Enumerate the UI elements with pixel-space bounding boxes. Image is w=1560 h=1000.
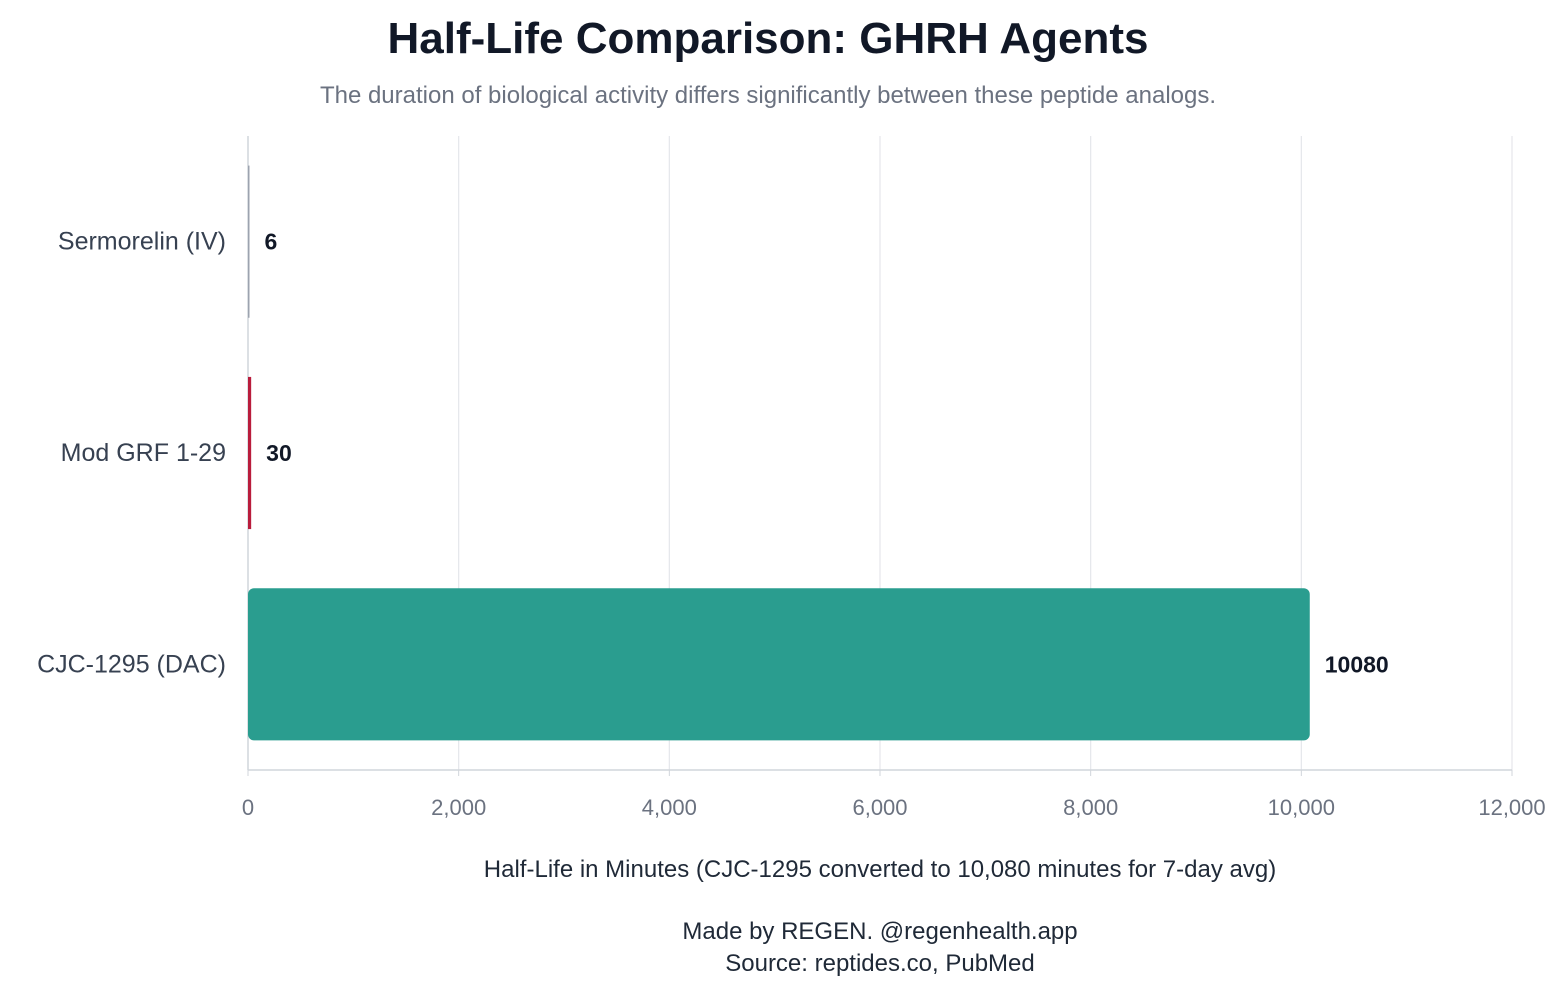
- bar-value-label: 30: [266, 440, 292, 466]
- bar: [248, 165, 250, 318]
- bar: [248, 376, 252, 530]
- x-tick-label: 10,000: [1268, 795, 1335, 820]
- bars: [248, 165, 1310, 741]
- bar-value-label: 10080: [1325, 651, 1389, 677]
- source-text: Source: reptides.co, PubMed: [725, 950, 1035, 977]
- x-tick-label: 12,000: [1478, 795, 1545, 820]
- x-axis-title: Half-Life in Minutes (CJC-1295 converted…: [483, 856, 1277, 883]
- bar: [248, 588, 1310, 741]
- x-tick-label: 8,000: [1063, 795, 1118, 820]
- y-category-label: Sermorelin (IV): [58, 228, 226, 256]
- y-category-label: Mod GRF 1-29: [61, 439, 226, 467]
- credit-text: Made by REGEN. @regenhealth.app: [682, 918, 1078, 945]
- x-tick-label: 2,000: [431, 795, 486, 820]
- bar-value-label: 6: [265, 229, 278, 255]
- chart-title: Half-Life Comparison: GHRH Agents: [387, 14, 1149, 63]
- x-tick-label: 0: [242, 795, 254, 820]
- x-tick-label: 6,000: [852, 795, 907, 820]
- chart-subtitle: The duration of biological activity diff…: [319, 82, 1217, 109]
- x-tick-label: 4,000: [642, 795, 697, 820]
- y-category-label: CJC-1295 (DAC): [37, 650, 226, 678]
- labels: Sermorelin (IV) 6 Mod GRF 1-29 30 CJC-1295 (…: [37, 228, 1389, 679]
